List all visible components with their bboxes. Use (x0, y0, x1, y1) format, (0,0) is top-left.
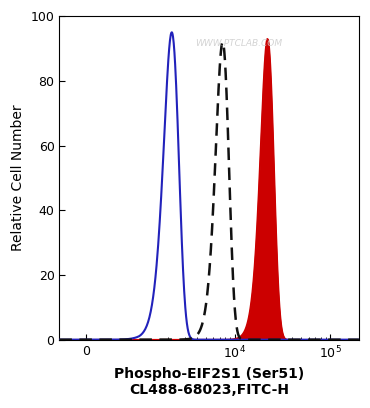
Text: WWW.PTCLAB.COM: WWW.PTCLAB.COM (195, 39, 283, 48)
Y-axis label: Relative Cell Number: Relative Cell Number (11, 104, 25, 251)
X-axis label: Phospho-EIF2S1 (Ser51)
CL488-68023,FITC-H: Phospho-EIF2S1 (Ser51) CL488-68023,FITC-… (114, 367, 304, 397)
